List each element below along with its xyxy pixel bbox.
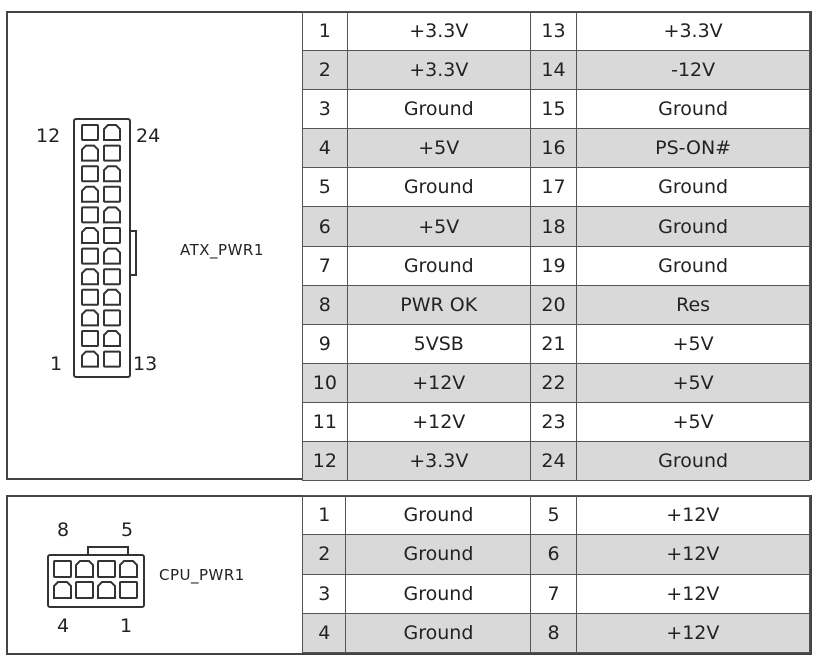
atx-a-sig-cell: +3.3V xyxy=(346,10,531,52)
atx-a-pin-cell: 1 xyxy=(302,10,348,52)
atx-b-sig-cell: Ground xyxy=(576,89,810,130)
atx-b-pin-cell: 18 xyxy=(529,206,578,247)
atx-b-sig-cell: -12V xyxy=(576,50,810,91)
atx-a-sig-cell: 5VSB xyxy=(346,323,531,364)
atx-b-sig-cell: +5V xyxy=(576,401,810,443)
cpu-connector-name: CPU_PWR1 xyxy=(159,566,245,584)
atx-a-pin-cell: 5 xyxy=(302,167,348,208)
atx-b-pin-cell: 15 xyxy=(529,89,578,130)
cpu-a-pin-cell: 1 xyxy=(301,494,347,536)
atx-24pin-connector-icon xyxy=(73,118,137,378)
cpu-pin-label-1: 1 xyxy=(120,615,133,637)
atx-pin-label-13: 13 xyxy=(133,353,158,375)
atx-a-sig-cell: Ground xyxy=(346,89,531,130)
cpu-a-sig-cell: Ground xyxy=(345,573,532,614)
atx-a-sig-cell: Ground xyxy=(346,245,531,286)
cpu-pin-label-8: 8 xyxy=(57,519,70,541)
atx-pin-label-24: 24 xyxy=(136,125,161,147)
cpu-pin-row: 2 Ground 6 +12V xyxy=(301,534,811,575)
atx-a-pin-cell: 3 xyxy=(302,89,348,130)
atx-a-pin-cell: 12 xyxy=(302,441,348,482)
atx-pin-row: 11 +12V 23 +5V xyxy=(302,401,810,443)
atx-pin-row: 2 +3.3V 14 -12V xyxy=(302,50,810,91)
cpu-pin-table: 1 Ground 5 +12V 2 Ground 6 +12V 3 Ground 7 +12V 4 Gro… xyxy=(301,494,811,654)
cpu-b-sig-cell: +12V xyxy=(575,612,811,654)
atx-b-sig-cell: Ground xyxy=(576,206,810,247)
atx-a-pin-cell: 8 xyxy=(302,284,348,325)
cpu-power-panel: 8 5 4 1 CPU_PWR1 1 Ground 5 +12V 2 Ground 6 +12… xyxy=(6,494,812,655)
atx-b-pin-cell: 16 xyxy=(529,128,578,169)
atx-b-sig-cell: +5V xyxy=(576,323,810,364)
cpu-b-pin-cell: 6 xyxy=(530,534,577,575)
atx-b-pin-cell: 17 xyxy=(529,167,578,208)
atx-pin-row: 1 +3.3V 13 +3.3V xyxy=(302,10,810,52)
cpu-b-pin-cell: 8 xyxy=(530,612,577,654)
atx-connector-name: ATX_PWR1 xyxy=(180,241,264,259)
cpu-b-pin-cell: 5 xyxy=(530,494,577,536)
atx-pin-row: 6 +5V 18 Ground xyxy=(302,206,810,247)
atx-diagram: 12 24 1 13 ATX_PWR1 xyxy=(8,13,302,478)
atx-b-pin-cell: 20 xyxy=(529,284,578,325)
atx-b-pin-cell: 14 xyxy=(529,50,578,91)
atx-b-sig-cell: Ground xyxy=(576,167,810,208)
atx-a-sig-cell: +5V xyxy=(346,206,531,247)
atx-pin-label-12: 12 xyxy=(36,125,61,147)
atx-b-pin-cell: 21 xyxy=(529,323,578,364)
atx-pin-row: 8 PWR OK 20 Res xyxy=(302,284,810,325)
cpu-pin-row: 3 Ground 7 +12V xyxy=(301,573,811,614)
atx-a-sig-cell: +3.3V xyxy=(346,50,531,91)
atx-a-sig-cell: Ground xyxy=(346,167,531,208)
cpu-b-pin-cell: 7 xyxy=(530,573,577,614)
atx-pin-table: 1 +3.3V 13 +3.3V 2 +3.3V 14 -12V 3 Ground 15 Ground… xyxy=(302,10,810,482)
atx-b-sig-cell: +3.3V xyxy=(576,10,810,52)
atx-a-sig-cell: +12V xyxy=(346,401,531,443)
cpu-a-sig-cell: Ground xyxy=(345,612,532,654)
atx-pin-row: 4 +5V 16 PS-ON# xyxy=(302,128,810,169)
cpu-pin-label-4: 4 xyxy=(57,615,70,637)
atx-pin-label-1: 1 xyxy=(50,353,63,375)
cpu-b-sig-cell: +12V xyxy=(575,534,811,575)
atx-a-pin-cell: 2 xyxy=(302,50,348,91)
atx-a-pin-cell: 6 xyxy=(302,206,348,247)
atx-pin-row: 5 Ground 17 Ground xyxy=(302,167,810,208)
atx-a-pin-cell: 4 xyxy=(302,128,348,169)
atx-a-sig-cell: PWR OK xyxy=(346,284,531,325)
cpu-a-pin-cell: 2 xyxy=(301,534,347,575)
atx-pin-row: 12 +3.3V 24 Ground xyxy=(302,441,810,482)
cpu-pin-label-5: 5 xyxy=(121,519,134,541)
atx-power-panel: 12 24 1 13 ATX_PWR1 1 +3.3V 13 +3.3V 2 +3.3V 1… xyxy=(6,10,812,482)
atx-b-sig-cell: Res xyxy=(576,284,810,325)
cpu-a-sig-cell: Ground xyxy=(345,494,532,536)
atx-a-sig-cell: +12V xyxy=(346,362,531,403)
cpu-pin-row: 1 Ground 5 +12V xyxy=(301,494,811,536)
atx-a-sig-cell: +3.3V xyxy=(346,441,531,482)
atx-a-pin-cell: 7 xyxy=(302,245,348,286)
atx-b-pin-cell: 13 xyxy=(529,10,578,52)
atx-b-pin-cell: 19 xyxy=(529,245,578,286)
cpu-b-sig-cell: +12V xyxy=(575,494,811,536)
cpu-8pin-connector-icon xyxy=(47,546,145,608)
atx-b-pin-cell: 22 xyxy=(529,362,578,403)
atx-b-sig-cell: Ground xyxy=(576,245,810,286)
atx-a-pin-cell: 9 xyxy=(302,323,348,364)
atx-pin-row: 10 +12V 22 +5V xyxy=(302,362,810,403)
cpu-pin-row: 4 Ground 8 +12V xyxy=(301,612,811,654)
atx-b-sig-cell: PS-ON# xyxy=(576,128,810,169)
cpu-diagram: 8 5 4 1 CPU_PWR1 xyxy=(8,497,302,653)
atx-pin-row: 9 5VSB 21 +5V xyxy=(302,323,810,364)
atx-a-pin-cell: 11 xyxy=(302,401,348,443)
atx-b-pin-cell: 23 xyxy=(529,401,578,443)
atx-b-sig-cell: Ground xyxy=(576,441,810,482)
atx-a-sig-cell: +5V xyxy=(346,128,531,169)
atx-pin-row: 7 Ground 19 Ground xyxy=(302,245,810,286)
atx-b-pin-cell: 24 xyxy=(529,441,578,482)
cpu-b-sig-cell: +12V xyxy=(575,573,811,614)
cpu-a-sig-cell: Ground xyxy=(345,534,532,575)
cpu-a-pin-cell: 3 xyxy=(301,573,347,614)
atx-a-pin-cell: 10 xyxy=(302,362,348,403)
cpu-a-pin-cell: 4 xyxy=(301,612,347,654)
atx-pin-row: 3 Ground 15 Ground xyxy=(302,89,810,130)
atx-b-sig-cell: +5V xyxy=(576,362,810,403)
